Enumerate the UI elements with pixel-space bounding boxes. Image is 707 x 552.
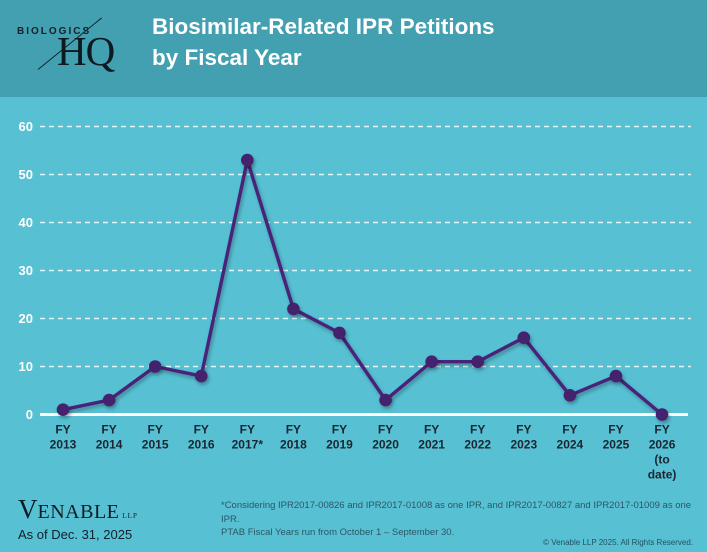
venable-logo-rest: ENABLE	[37, 501, 120, 523]
venable-logo-initial: V	[18, 494, 38, 524]
data-point-FY-2026	[655, 408, 669, 421]
y-tick-label-30: 30	[19, 263, 33, 278]
page-title-line2: by Fiscal Year	[152, 45, 302, 70]
data-point-FY-2021	[425, 355, 438, 369]
data-point-FY-2023	[517, 331, 531, 344]
page-title: Biosimilar-Related IPR Petitions by Fisc…	[152, 11, 495, 73]
data-point-FY-2024	[563, 389, 577, 402]
x-tick-label-FY-2021: FY 2021	[418, 423, 445, 452]
x-tick-label-FY-2019: FY 2019	[326, 423, 353, 452]
page-title-line1: Biosimilar-Related IPR Petitions	[152, 14, 495, 39]
venable-logo-llp: LLP	[122, 512, 138, 520]
y-tick-label-50: 50	[19, 167, 33, 182]
data-point-FY-2015	[148, 360, 162, 373]
x-tick-label-FY-2025: FY 2025	[603, 423, 630, 452]
x-tick-label-FY-2026: FY 2026 (to date)	[648, 423, 677, 482]
y-tick-label-0: 0	[26, 407, 33, 422]
chart-footnote: *Considering IPR2017-00826 and IPR2017-0…	[221, 499, 707, 540]
y-tick-label-60: 60	[19, 119, 33, 134]
data-point-FY-2019	[333, 326, 346, 340]
venable-logo: V ENABLE LLP	[18, 496, 138, 524]
y-tick-label-10: 10	[19, 359, 33, 374]
data-line	[62, 158, 664, 416]
y-tick-label-40: 40	[19, 215, 33, 230]
data-point-FY-2014	[102, 393, 116, 407]
biologics-logo-text: BIOLOGICS	[17, 26, 92, 37]
hq-logo-text: HQ	[57, 28, 115, 74]
footnote-line1: *Considering IPR2017-00826 and IPR2017-0…	[221, 500, 692, 525]
data-point-FY-2025	[609, 369, 623, 383]
copyright-notice: © Venable LLP 2025. All Rights Reserved.	[543, 538, 693, 547]
y-tick-label-20: 20	[19, 311, 33, 326]
x-tick-label-FY-2022: FY 2022	[464, 423, 491, 452]
header-band: BIOLOGICS HQ Biosimilar-Related IPR Peti…	[0, 0, 707, 97]
data-point-FY-2018	[287, 302, 300, 316]
x-tick-label-FY-2018: FY 2018	[280, 423, 307, 452]
fy-petitions-line-chart: 0 10 20 30 40 50 60 FY 2013 FY 2014 FY 2015 FY 2016 FY 2…	[19, 119, 691, 482]
data-point-FY-2016	[194, 369, 208, 383]
x-tick-label-FY-2015: FY 2015	[142, 423, 169, 452]
data-point-FY-2017*	[241, 153, 254, 167]
x-tick-label-FY-2017*: FY 2017*	[232, 423, 264, 452]
x-tick-label-FY-2023: FY 2023	[510, 423, 537, 452]
x-tick-label-FY-2014: FY 2014	[96, 423, 123, 452]
footnote-line2: PTAB Fiscal Years run from October 1 – S…	[221, 527, 455, 538]
x-tick-label-FY-2020: FY 2020	[372, 423, 399, 452]
data-point-FY-2022	[471, 355, 485, 369]
x-tick-label-FY-2016: FY 2016	[188, 423, 215, 452]
as-of-date: As of Dec. 31, 2025	[18, 527, 133, 542]
x-tick-label-FY-2024: FY 2024	[557, 423, 584, 452]
data-point-FY-2013	[56, 403, 70, 417]
data-point-FY-2020	[379, 393, 392, 407]
x-tick-label-FY-2013: FY 2013	[50, 423, 77, 452]
biologics-hq-logo: BIOLOGICS HQ	[0, 0, 150, 97]
